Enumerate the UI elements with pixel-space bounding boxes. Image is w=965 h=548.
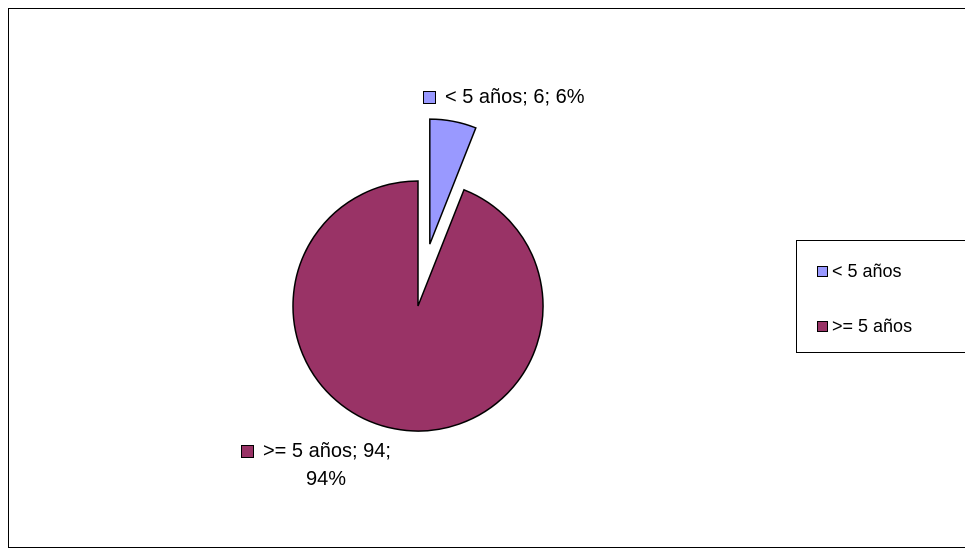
legend-item-gte5: >= 5 años [817, 316, 912, 337]
legend-label-gte5: >= 5 años [832, 316, 913, 336]
pie-slice-lt5 [429, 118, 477, 245]
legend-item-lt5: < 5 años [817, 261, 902, 282]
legend-label-lt5: < 5 años [832, 261, 902, 281]
data-label-swatch-lt5 [423, 91, 436, 104]
data-label-text-gte5: >= 5 años; 94; [263, 440, 391, 462]
chart-legend: < 5 años >= 5 años [796, 240, 965, 353]
data-label-text-lt5: < 5 años; 6; 6% [445, 86, 585, 108]
data-label-gte5-percent: 94% [306, 468, 346, 491]
data-label-swatch-gte5 [241, 445, 254, 458]
data-label-gte5: >= 5 años; 94; [241, 440, 391, 463]
data-label-text-gte5-percent: 94% [306, 468, 347, 490]
data-label-lt5: < 5 años; 6; 6% [423, 86, 585, 109]
pie-slice-gte5 [292, 180, 544, 432]
legend-swatch-gte5 [817, 321, 828, 332]
legend-swatch-lt5 [817, 266, 828, 277]
